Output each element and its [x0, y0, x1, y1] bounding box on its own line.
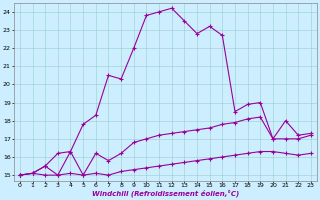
X-axis label: Windchill (Refroidissement éolien,°C): Windchill (Refroidissement éolien,°C): [92, 190, 239, 197]
